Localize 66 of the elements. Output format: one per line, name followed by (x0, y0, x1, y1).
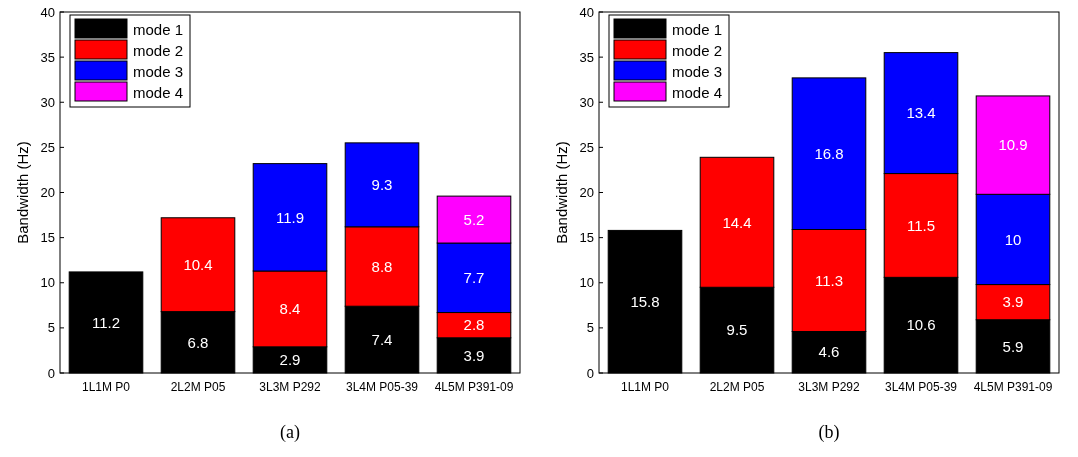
data-label: 11.9 (275, 208, 305, 226)
legend-label: mode 3 (133, 62, 184, 80)
data-label: 8.8 (371, 257, 393, 275)
y-tick-label: 5 (586, 320, 594, 336)
data-label: 11.2 (91, 313, 121, 331)
y-axis-title: Bandwidth (Hz) (14, 141, 31, 244)
y-tick-label: 0 (47, 365, 55, 381)
data-label: 13.4 (906, 104, 936, 122)
x-tick-label: 4L5M P391-09 (973, 380, 1053, 394)
data-label: 10.4 (183, 255, 213, 273)
x-tick-label: 1L1M P0 (81, 380, 131, 394)
data-label: 4.6 (818, 343, 840, 361)
y-tick-label: 35 (40, 49, 55, 65)
data-label: 6.8 (187, 333, 209, 351)
y-tick-label: 30 (579, 94, 594, 110)
y-tick-label: 15 (579, 230, 594, 246)
y-tick-label: 0 (586, 365, 594, 381)
legend-label: mode 4 (672, 83, 723, 101)
y-tick-label: 40 (40, 4, 55, 20)
y-axis-title: Bandwidth (Hz) (553, 141, 570, 244)
data-label: 16.8 (814, 144, 844, 162)
legend-label: mode 4 (133, 83, 184, 101)
x-tick-label: 3L4M P05-39 (345, 380, 419, 394)
x-tick-label: 4L5M P391-09 (434, 380, 514, 394)
y-tick-label: 25 (579, 139, 594, 155)
y-tick-label: 25 (40, 139, 55, 155)
data-label: 10.6 (906, 316, 936, 334)
data-label: 5.9 (1002, 337, 1024, 355)
data-label: 7.4 (371, 330, 393, 348)
data-label: 11.3 (814, 271, 844, 289)
data-label: 7.7 (463, 269, 485, 287)
y-tick-label: 40 (579, 4, 594, 20)
y-tick-label: 10 (40, 275, 55, 291)
data-label: 10.9 (998, 136, 1028, 154)
legend-label: mode 1 (672, 20, 723, 38)
data-label: 3.9 (1002, 293, 1024, 311)
data-label: 2.8 (463, 316, 485, 334)
data-label: 9.5 (726, 321, 748, 339)
data-label: 15.8 (630, 292, 660, 310)
y-tick-label: 20 (579, 185, 594, 201)
y-tick-label: 5 (47, 320, 55, 336)
legend-label: mode 3 (672, 62, 723, 80)
x-tick-label: 2L2M P05 (709, 380, 765, 394)
data-label: 5.2 (463, 210, 485, 228)
data-label: 9.3 (371, 176, 393, 194)
y-tick-label: 20 (40, 185, 55, 201)
legend-label: mode 2 (672, 41, 723, 59)
data-label: 14.4 (722, 213, 752, 231)
x-tick-label: 3L3M P292 (259, 380, 322, 394)
y-tick-label: 15 (40, 230, 55, 246)
y-tick-label: 35 (579, 49, 594, 65)
x-tick-label: 3L3M P292 (798, 380, 861, 394)
data-label: 3.9 (463, 346, 485, 364)
data-label: 2.9 (279, 351, 301, 369)
legend-label: mode 2 (133, 41, 184, 59)
data-label: 10 (1004, 230, 1022, 248)
y-tick-label: 30 (40, 94, 55, 110)
legend-label: mode 1 (133, 20, 184, 38)
text: (a) (280, 422, 300, 443)
x-tick-label: 2L2M P05 (170, 380, 226, 394)
x-tick-label: 3L4M P05-39 (884, 380, 958, 394)
y-tick-label: 10 (579, 275, 594, 291)
x-tick-label: 1L1M P0 (620, 380, 670, 394)
text: (b) (818, 422, 840, 443)
data-label: 8.4 (279, 300, 301, 318)
data-label: 11.5 (906, 216, 936, 234)
